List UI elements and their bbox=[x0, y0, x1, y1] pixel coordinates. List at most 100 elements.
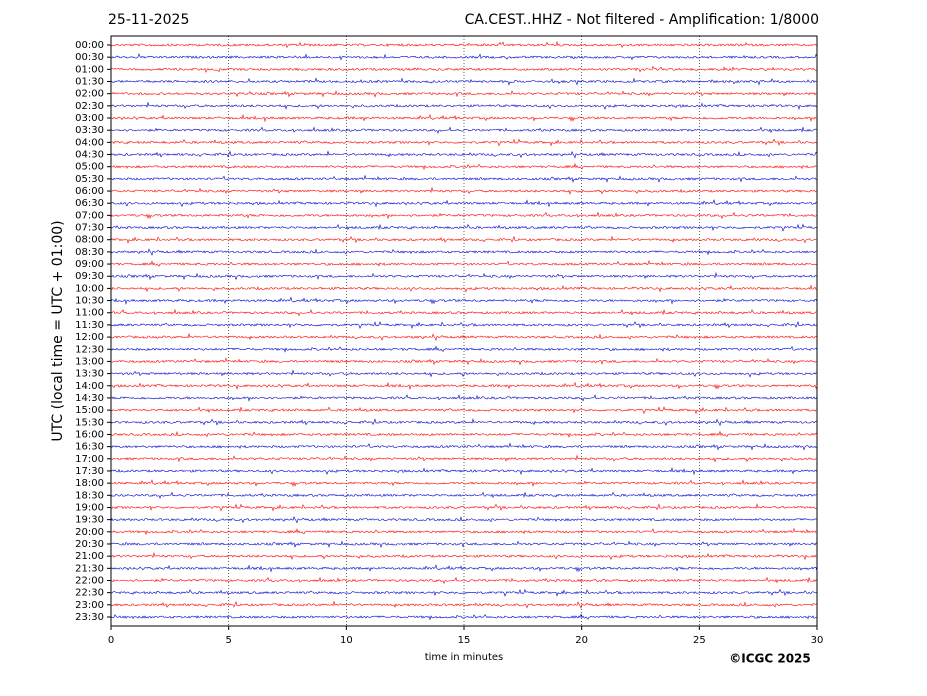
y-tick-label: 07:00 bbox=[75, 210, 104, 221]
y-tick-label: 21:30 bbox=[75, 563, 104, 574]
y-tick-label: 19:00 bbox=[75, 502, 104, 513]
y-tick-label: 14:30 bbox=[75, 393, 104, 404]
trace bbox=[110, 90, 818, 98]
y-tick-label: 22:00 bbox=[75, 575, 104, 586]
trace bbox=[110, 248, 818, 256]
y-tick-label: 13:00 bbox=[75, 356, 104, 367]
y-tick-label: 07:30 bbox=[75, 223, 104, 234]
x-axis-label: time in minutes bbox=[425, 652, 504, 663]
trace bbox=[110, 77, 818, 86]
trace bbox=[110, 345, 818, 353]
y-tick-label: 01:00 bbox=[75, 64, 104, 75]
y-tick-label: 21:00 bbox=[75, 551, 104, 562]
y-tick-label: 08:30 bbox=[75, 247, 104, 258]
y-tick-label: 20:00 bbox=[75, 527, 104, 538]
date: 25-11-2025 bbox=[108, 12, 189, 28]
trace bbox=[110, 540, 818, 549]
trace bbox=[110, 186, 818, 195]
trace bbox=[110, 442, 818, 451]
trace bbox=[110, 53, 818, 61]
trace bbox=[110, 40, 818, 48]
x-tick-label: 20 bbox=[575, 635, 588, 646]
x-tick-label: 5 bbox=[225, 635, 231, 646]
trace bbox=[110, 454, 818, 463]
y-tick-label: 18:00 bbox=[75, 478, 104, 489]
y-tick-label: 23:00 bbox=[75, 600, 104, 611]
trace bbox=[110, 369, 818, 378]
credit: ©ICGC 2025 bbox=[729, 652, 811, 666]
trace bbox=[110, 138, 818, 147]
y-tick-label: 11:00 bbox=[75, 308, 104, 319]
trace bbox=[110, 65, 818, 73]
trace bbox=[110, 527, 818, 536]
trace bbox=[110, 126, 818, 134]
trace bbox=[110, 551, 818, 561]
x-tick-label: 0 bbox=[108, 635, 114, 646]
chart-title: CA.CEST..HHZ - Not filtered - Amplificat… bbox=[465, 12, 819, 28]
trace bbox=[110, 479, 818, 488]
trace bbox=[110, 406, 818, 415]
trace bbox=[110, 466, 818, 476]
trace bbox=[110, 515, 818, 524]
y-tick-label: 06:30 bbox=[75, 198, 104, 209]
y-tick-label: 08:00 bbox=[75, 235, 104, 246]
trace bbox=[110, 296, 818, 305]
y-tick-label: 20:30 bbox=[75, 539, 104, 550]
x-tick-label: 15 bbox=[458, 635, 471, 646]
y-tick-label: 15:30 bbox=[75, 417, 104, 428]
y-tick-label: 12:00 bbox=[75, 332, 104, 343]
trace bbox=[110, 417, 818, 427]
trace bbox=[110, 491, 818, 499]
y-tick-label: 14:00 bbox=[75, 381, 104, 392]
y-tick-label: 23:30 bbox=[75, 612, 104, 623]
y-tick-label: 17:30 bbox=[75, 466, 104, 477]
trace bbox=[110, 174, 818, 183]
trace bbox=[110, 308, 818, 317]
x-tick-label: 30 bbox=[811, 635, 824, 646]
y-tick-label: 02:00 bbox=[75, 89, 104, 100]
y-tick-label: 12:30 bbox=[75, 344, 104, 355]
trace bbox=[110, 588, 818, 597]
y-tick-label: 05:30 bbox=[75, 174, 104, 185]
y-tick-label: 03:30 bbox=[75, 125, 104, 136]
trace bbox=[110, 150, 818, 159]
trace bbox=[110, 199, 818, 208]
y-tick-label: 10:00 bbox=[75, 283, 104, 294]
trace bbox=[110, 320, 818, 330]
y-tick-label: 00:30 bbox=[75, 52, 104, 63]
y-tick-label: 15:00 bbox=[75, 405, 104, 416]
trace bbox=[110, 430, 818, 438]
trace bbox=[110, 284, 818, 293]
y-tick-label: 09:30 bbox=[75, 271, 104, 282]
trace bbox=[110, 223, 818, 232]
trace bbox=[110, 613, 818, 621]
trace bbox=[110, 381, 818, 391]
y-tick-label: 17:00 bbox=[75, 454, 104, 465]
y-tick-label: 04:00 bbox=[75, 137, 104, 148]
y-tick-label: 22:30 bbox=[75, 588, 104, 599]
x-tick-label: 25 bbox=[693, 635, 706, 646]
y-tick-label: 01:30 bbox=[75, 77, 104, 88]
trace bbox=[110, 101, 818, 111]
y-tick-label: 19:30 bbox=[75, 515, 104, 526]
trace bbox=[110, 211, 818, 220]
y-tick-label: 16:30 bbox=[75, 442, 104, 453]
trace bbox=[110, 271, 818, 281]
y-axis-label: UTC (local time = UTC + 01:00) bbox=[50, 220, 66, 441]
y-tick-label: 09:00 bbox=[75, 259, 104, 270]
y-tick-label: 06:00 bbox=[75, 186, 104, 197]
y-tick-label: 05:00 bbox=[75, 162, 104, 173]
y-tick-label: 00:00 bbox=[75, 40, 104, 51]
trace bbox=[110, 332, 818, 342]
y-tick-label: 02:30 bbox=[75, 101, 104, 112]
x-tick-label: 10 bbox=[340, 635, 353, 646]
y-tick-label: 04:30 bbox=[75, 150, 104, 161]
y-tick-label: 10:30 bbox=[75, 296, 104, 307]
trace bbox=[110, 394, 818, 402]
trace bbox=[110, 576, 818, 585]
y-tick-label: 16:00 bbox=[75, 429, 104, 440]
trace bbox=[110, 600, 818, 609]
trace bbox=[110, 235, 818, 244]
trace bbox=[110, 503, 818, 512]
